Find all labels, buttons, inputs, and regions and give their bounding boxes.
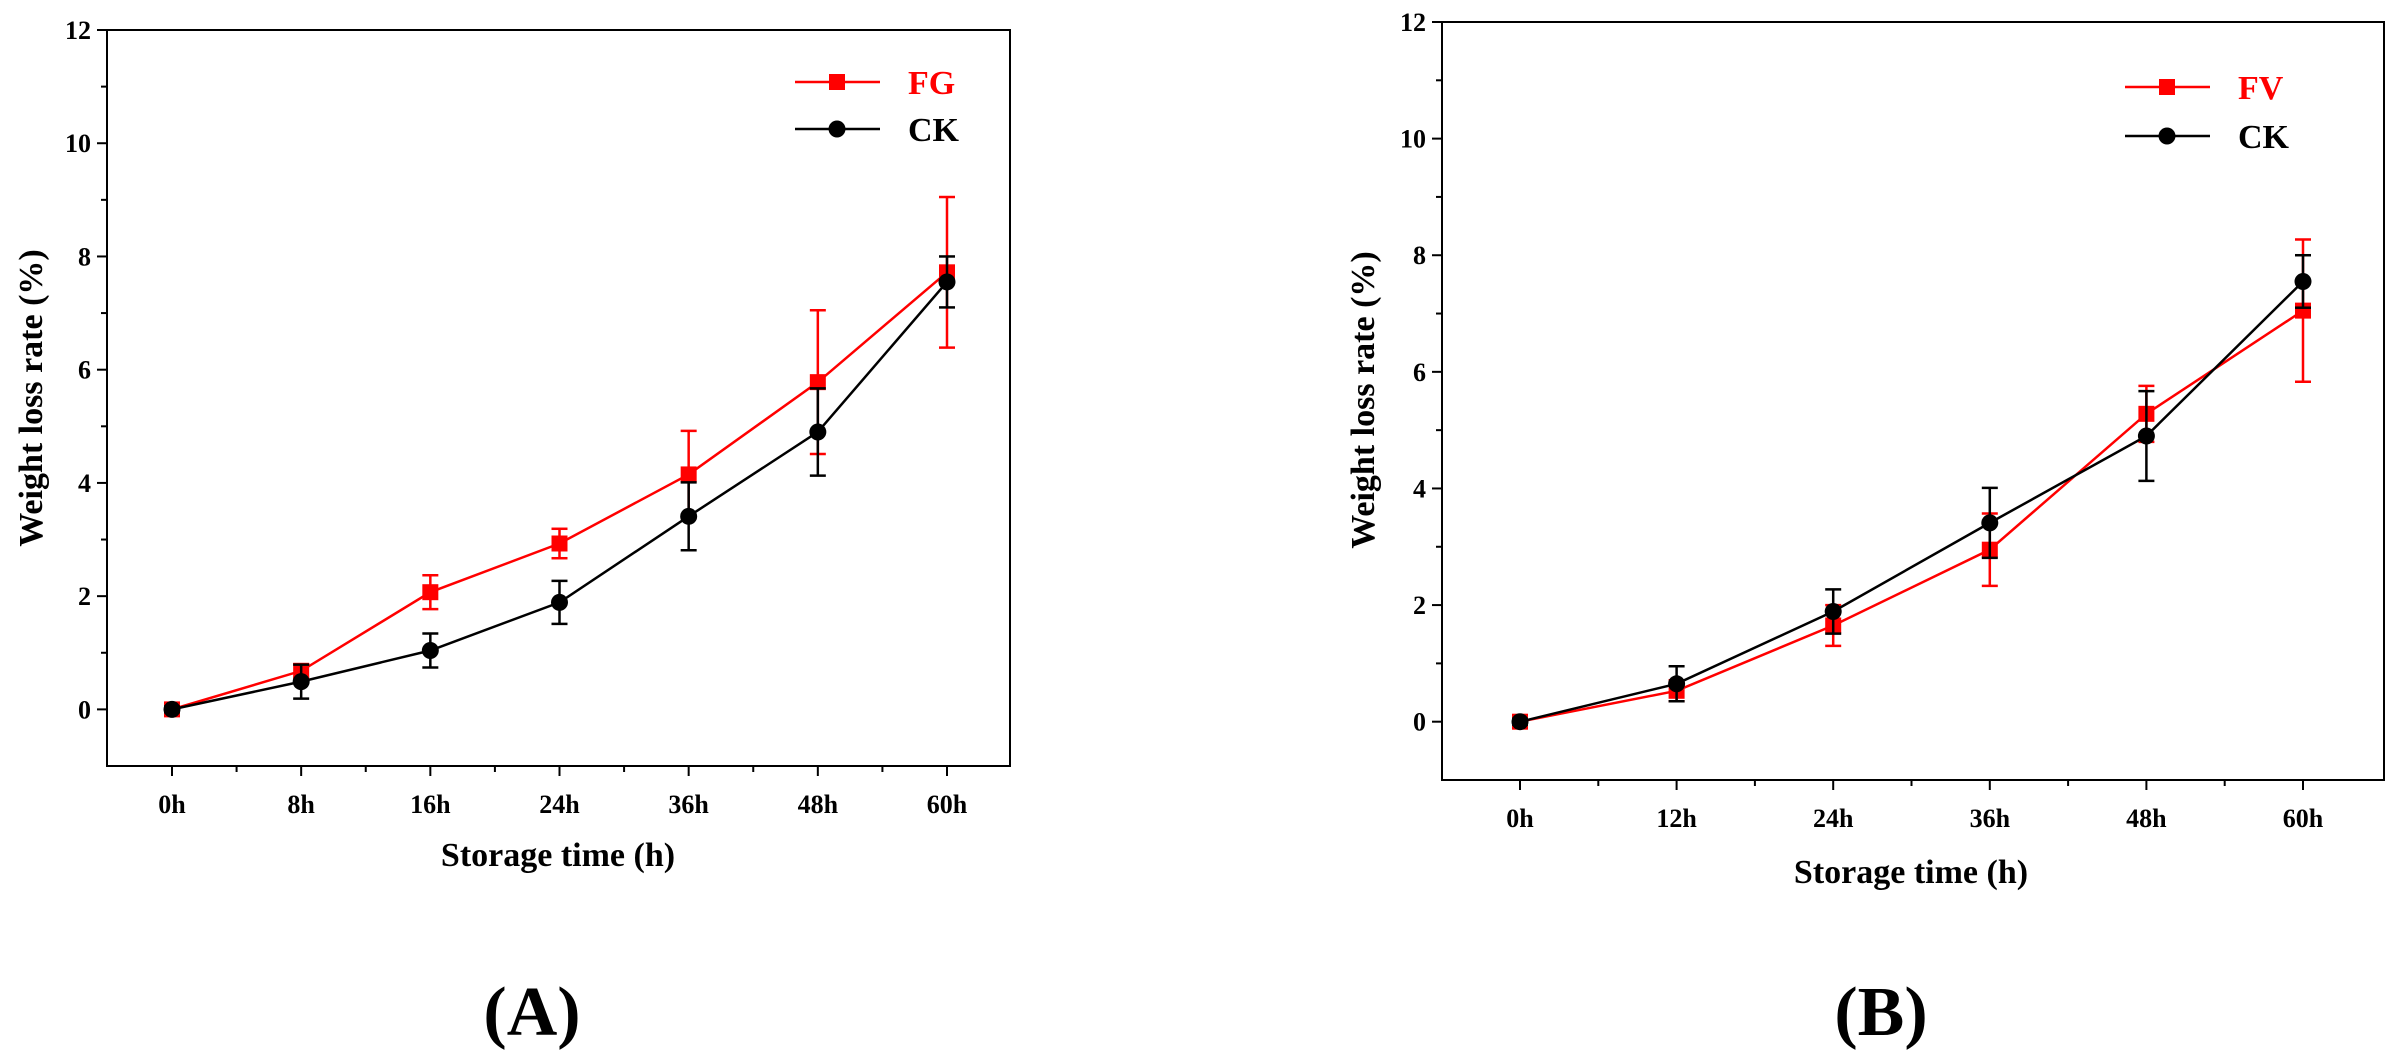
data-point-ck — [163, 700, 181, 718]
data-point-ck — [2137, 427, 2155, 445]
x-tick-label: 16h — [410, 790, 451, 819]
data-point-ck — [680, 507, 698, 525]
legend: FG CK — [795, 65, 960, 149]
x-tick-label: 0h — [158, 790, 186, 819]
x-tick-label: 48h — [798, 790, 839, 819]
series-line-fg — [171, 271, 948, 711]
series-line-fv — [1519, 309, 2304, 723]
legend-label-ck: CK — [2238, 119, 2290, 156]
y-tick-label: 8 — [1413, 241, 1426, 270]
legend-marker-fg — [829, 74, 845, 90]
x-tick-label: 12h — [1656, 804, 1697, 833]
y-tick-label: 10 — [1400, 125, 1426, 154]
data-point-ck — [1981, 514, 1999, 532]
data-point-ck — [421, 642, 439, 660]
chart-panel-b: 0 2 4 6 8 10 12 0h 12h 24h 36h 48h 60h Storage time (… — [1345, 8, 2385, 891]
data-point-fg — [551, 535, 568, 552]
data-point-ck — [1511, 713, 1529, 731]
legend: FV CK — [2125, 70, 2290, 156]
legend-marker-fv — [2159, 79, 2175, 95]
x-tick-label: 24h — [539, 790, 580, 819]
y-tick-label: 6 — [1413, 358, 1426, 387]
y-tick-label: 12 — [65, 16, 91, 45]
x-axis-title: Storage time (h) — [441, 837, 675, 874]
panel-label-b: (B) — [1834, 974, 1927, 1051]
y-tick-label: 2 — [78, 582, 91, 611]
y-tick-label: 8 — [78, 242, 91, 271]
y-axis-title: Weight loss rate (%) — [1345, 251, 1382, 548]
x-tick-label: 24h — [1813, 804, 1854, 833]
y-tick-label: 12 — [1400, 8, 1426, 37]
panel-label-a: (A) — [483, 974, 580, 1051]
data-point-fg — [809, 374, 826, 391]
data-point-ck — [1824, 602, 1842, 620]
x-tick-label: 48h — [2126, 804, 2167, 833]
series-line-ck — [171, 281, 948, 711]
data-point-ck — [551, 593, 568, 611]
x-tick-label: 60h — [927, 790, 968, 819]
data-point-fg — [680, 466, 697, 483]
series-line-ck — [1519, 280, 2304, 723]
plot-frame — [106, 29, 1011, 767]
y-tick-label: 0 — [78, 695, 91, 724]
legend-marker-ck — [828, 120, 846, 138]
legend-label-ck: CK — [908, 112, 960, 149]
data-point-ck — [1668, 675, 1686, 693]
legend-marker-ck — [2158, 127, 2176, 145]
legend-label-fv: FV — [2238, 70, 2284, 107]
y-tick-label: 2 — [1413, 591, 1426, 620]
legend-label-fg: FG — [908, 65, 955, 102]
data-point-ck — [292, 673, 310, 691]
chart-panel-a: 0 2 4 6 8 10 12 0h 8h 16h 24h 36h 48h 60h Storage time… — [13, 16, 1011, 874]
x-tick-label: 60h — [2283, 804, 2324, 833]
y-axis-title: Weight loss rate (%) — [13, 249, 50, 546]
y-tick-label: 4 — [1413, 474, 1426, 503]
x-axis-title: Storage time (h) — [1794, 854, 2028, 891]
y-tick-label: 4 — [78, 469, 91, 498]
data-point-ck — [2294, 272, 2312, 290]
x-tick-label: 36h — [1970, 804, 2011, 833]
x-tick-label: 0h — [1506, 804, 1534, 833]
y-tick-label: 0 — [1413, 708, 1426, 737]
data-point-ck — [938, 273, 956, 291]
y-tick-label: 6 — [78, 356, 91, 385]
x-tick-label: 36h — [668, 790, 709, 819]
x-tick-label: 8h — [287, 790, 315, 819]
data-point-ck — [809, 423, 827, 441]
data-point-fg — [422, 584, 439, 601]
plot-frame — [1441, 21, 2385, 781]
y-tick-label: 10 — [65, 129, 91, 158]
